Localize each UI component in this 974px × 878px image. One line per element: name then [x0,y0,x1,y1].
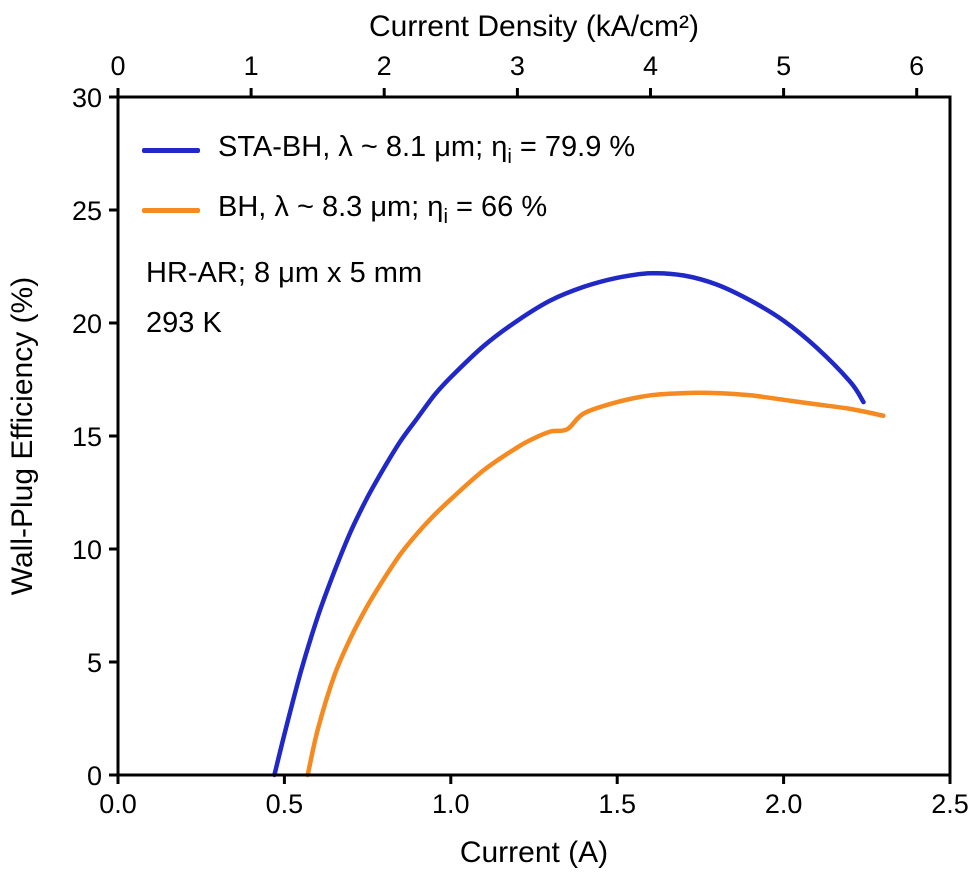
legend-label-post: = 66 % [447,191,548,224]
top-axis-ticks: 0 1 2 3 4 5 6 [110,51,924,97]
series-line-bh [305,390,886,778]
legend-item-sta-bh: STA-BH, λ ~ 8.1 μm; ηi = 79.9 % [142,120,635,180]
y-tick-label: 5 [87,648,102,678]
legend-label-sub: i [507,145,512,168]
legend-label-sub: i [443,205,448,228]
top-tick-label: 4 [643,51,658,81]
x-tick-label: 0.0 [99,789,137,819]
top-tick-label: 5 [776,51,791,81]
top-axis-title: Current Density (kA/cm²) [369,10,699,43]
legend-label-bh: BH, λ ~ 8.3 μm; ηi = 66 % [218,191,547,229]
annotation-line-device: HR-AR; 8 μm x 5 mm [146,257,423,289]
top-tick-label: 2 [377,51,392,81]
legend-label-post: = 79.9 % [511,131,636,164]
plot-frame [116,95,952,777]
legend-label-pre: BH, λ ~ 8.3 μm; η [218,191,444,224]
y-tick-label: 25 [72,196,102,226]
y-tick-label: 0 [87,761,102,791]
legend-label-sta-bh: STA-BH, λ ~ 8.1 μm; ηi = 79.9 % [218,131,635,169]
y-axis-ticks: 0 5 10 15 20 25 30 [72,83,118,791]
y-tick-label: 30 [72,83,102,113]
x-tick-label: 1.0 [432,789,470,819]
legend-item-bh: BH, λ ~ 8.3 μm; ηi = 66 % [142,180,635,240]
top-tick-label: 6 [909,51,924,81]
y-tick-label: 15 [72,422,102,452]
x-axis-title: Current (A) [460,836,608,869]
series-line-sta-bh [272,270,866,778]
x-tick-label: 2.5 [931,789,969,819]
device-annotation: HR-AR; 8 μm x 5 mm 293 K [146,248,422,348]
x-tick-label: 0.5 [266,789,304,819]
legend-swatch-sta-bh [142,147,200,153]
top-tick-label: 0 [110,51,125,81]
x-axis-ticks: 0.0 0.5 1.0 1.5 2.0 2.5 [99,775,969,819]
x-tick-label: 1.5 [598,789,636,819]
y-tick-label: 10 [72,535,102,565]
y-tick-label: 20 [72,309,102,339]
y-axis-title: Wall-Plug Efficiency (%) [6,277,39,595]
legend-label-pre: STA-BH, λ ~ 8.1 μm; η [218,131,508,164]
x-tick-label: 2.0 [765,789,803,819]
legend: STA-BH, λ ~ 8.1 μm; ηi = 79.9 % BH, λ ~ … [142,120,635,240]
top-tick-label: 1 [244,51,259,81]
annotation-line-temperature: 293 K [146,307,222,339]
legend-swatch-bh [142,207,200,213]
top-tick-label: 3 [510,51,525,81]
